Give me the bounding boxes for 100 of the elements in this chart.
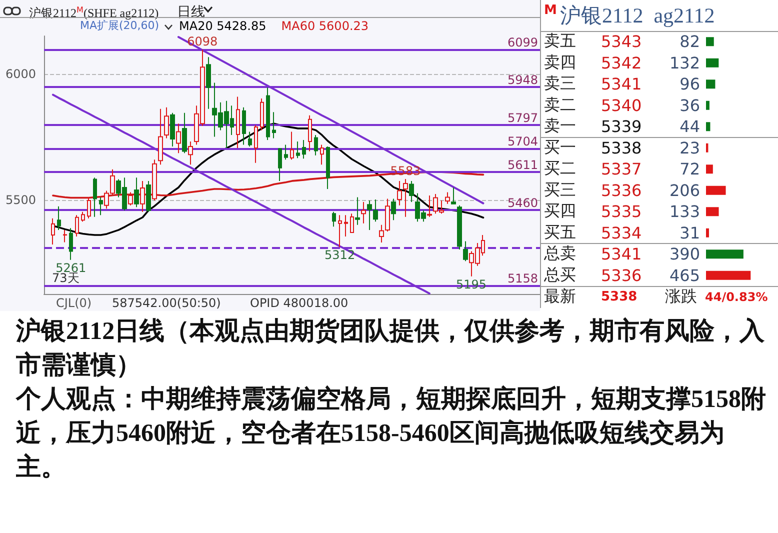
text: 沪银2112日线（本观点由期货团队提供，仅供参考，期市有风险，入市需谨慎） (16, 316, 766, 381)
candlestick (87, 196, 91, 219)
text: 587542.00(50:50) (112, 296, 221, 310)
text: 5338 (601, 290, 638, 304)
candlestick (140, 180, 145, 212)
candlestick (308, 114, 312, 152)
candlestick (457, 204, 462, 250)
text: MA60 5600.23 (281, 19, 369, 33)
candlestick (355, 196, 360, 226)
candlestick (128, 192, 133, 206)
candlestick (344, 214, 348, 237)
candlestick (391, 198, 396, 221)
text: MA20 5428.85 (179, 19, 266, 33)
y-tick-label: 买二 (544, 160, 576, 178)
candlestick (63, 229, 67, 243)
ref-line-label: 5948 (507, 73, 538, 88)
bar (706, 58, 719, 68)
bar (706, 270, 751, 280)
data-label: 206 (669, 180, 700, 200)
annotation: 6098 (187, 34, 218, 49)
candlestick (242, 106, 246, 146)
candlestick (99, 196, 103, 216)
candlestick (302, 140, 306, 160)
text: 5338 (601, 138, 642, 158)
candlestick (290, 131, 294, 160)
text: 涨跌 (665, 288, 697, 306)
ref-line-label: 5460 (507, 196, 538, 210)
candlestick (93, 177, 97, 218)
bar (706, 100, 710, 110)
data-label: 390 (669, 244, 700, 264)
y-tick-label: 卖一 (544, 117, 576, 136)
candlestick (451, 186, 456, 205)
candlestick (206, 56, 211, 110)
candlestick (284, 144, 288, 160)
candlestick (409, 180, 414, 203)
bar (706, 186, 726, 195)
candlestick (182, 112, 187, 154)
bar (706, 122, 710, 132)
text: 5335 (601, 202, 642, 222)
ref-line-label: 5797 (507, 111, 538, 126)
data-label: 96 (680, 74, 700, 94)
ref-line-label: 5158 (507, 272, 538, 286)
text: 个人观点：中期维持震荡偏空格局，短期探底回升，短期支撑5158附近，压力5460附近，空仓者在5158-5460区间高抛低吸短线交易为主。 (16, 384, 767, 483)
text: 44/0.83% (705, 290, 768, 304)
candlestick (236, 96, 240, 149)
bar (706, 228, 709, 238)
y-tick-label: 卖三 (544, 74, 576, 93)
data-label: 132 (669, 53, 700, 72)
candlestick (134, 177, 139, 208)
bar (706, 80, 716, 89)
y-tick-label: 买四 (544, 203, 576, 220)
chart-title: 沪银2112 ag2112 (560, 4, 715, 28)
text: 5339 (601, 117, 642, 136)
candlestick (57, 206, 61, 230)
candlestick (146, 180, 151, 212)
y-tick-label: 买一 (544, 139, 576, 156)
candlestick (170, 112, 175, 148)
data-label: 133 (669, 202, 700, 222)
data-label: 23 (680, 138, 700, 158)
text: 5342 (601, 53, 642, 72)
candlestick (248, 131, 252, 148)
bar (706, 164, 713, 174)
bar (706, 37, 714, 46)
y-tick-label: 卖二 (544, 96, 576, 114)
y-tick-label: 5500 (5, 192, 36, 207)
candlestick (314, 134, 318, 156)
text: OPID 480018.00 (250, 296, 348, 310)
candlestick (296, 141, 300, 159)
data-label: 44 (680, 117, 700, 136)
candlestick (69, 228, 73, 260)
text: 5341 (601, 244, 642, 264)
candlestick (350, 213, 354, 233)
candlestick (188, 141, 193, 166)
y-tick-label: 买五 (544, 224, 576, 242)
text: 5340 (601, 96, 642, 115)
candlestick (278, 148, 282, 182)
ref-line-label: 5611 (507, 158, 538, 172)
y-tick-label: 卖四 (544, 53, 576, 72)
y-tick-label: 总卖 (543, 244, 576, 263)
candlestick (373, 199, 378, 222)
text: 5336 (601, 266, 642, 285)
text: MA扩展(20,60) (80, 19, 160, 32)
candlestick (332, 211, 336, 228)
data-label: 31 (680, 223, 700, 242)
y-tick-label: 买三 (544, 182, 576, 199)
candlestick (403, 178, 408, 218)
candlestick (397, 180, 402, 206)
candlestick (152, 159, 157, 202)
candlestick (51, 218, 55, 246)
candlestick (338, 214, 342, 248)
candlestick (81, 211, 85, 222)
annotation: 5583 (390, 164, 421, 178)
text: 5336 (601, 180, 642, 200)
data-label: 82 (680, 32, 700, 52)
candlestick (75, 214, 79, 237)
candlestick (326, 146, 330, 190)
text: 5334 (601, 223, 642, 242)
text: 5337 (601, 160, 642, 179)
candlestick (254, 124, 258, 164)
candlestick (260, 98, 264, 131)
